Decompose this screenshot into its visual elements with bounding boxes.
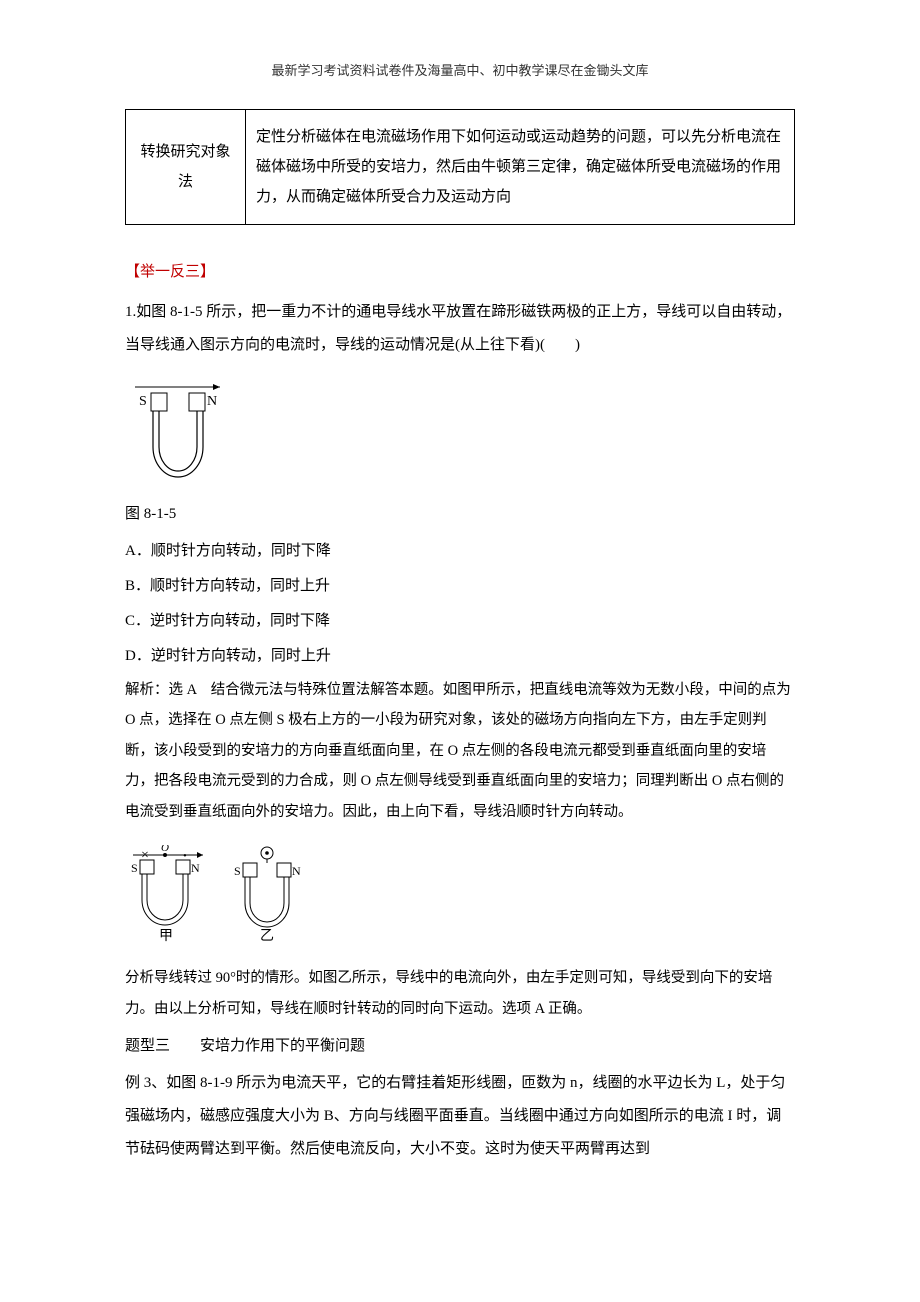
svg-text:•: • [183,850,187,862]
method-table: 转换研究对象法 定性分析磁体在电流磁场作用下如何运动或运动趋势的问题，可以先分析… [125,109,795,225]
svg-text:甲: 甲 [159,929,173,944]
svg-text:N: N [191,861,200,875]
explanation-part-2: 分析导线转过 90°时的情形。如图乙所示，导线中的电流向外，由左手定则可知，导线… [125,963,795,1024]
svg-text:S: S [131,861,138,875]
svg-text:×: × [141,848,149,863]
figure-8-1-5: S N [125,377,795,487]
option-c: C．逆时针方向转动，同时下降 [125,605,795,638]
svg-text:S: S [234,864,241,878]
label-s: S [139,394,147,409]
figure-yi: S N 乙 [224,845,319,945]
section-title-1: 【举一反三】 [125,260,795,281]
explanation-figures: O S N × • 甲 S N 乙 [125,845,795,945]
svg-text:N: N [292,864,301,878]
options-list: A．顺时针方向转动，同时下降 B．顺时针方向转动，同时上升 C．逆时针方向转动，… [125,535,795,673]
option-b: B．顺时针方向转动，同时上升 [125,570,795,603]
table-left-cell: 转换研究对象法 [126,110,246,225]
svg-text:乙: 乙 [260,928,274,944]
figure-jia: O S N × • 甲 [125,845,220,945]
page-header: 最新学习考试资料试卷件及海量高中、初中教学课尽在金锄头文库 [125,60,795,79]
table-right-cell: 定性分析磁体在电流磁场作用下如何运动或运动趋势的问题，可以先分析电流在磁体磁场中… [246,110,795,225]
question-1-text: 1.如图 8-1-5 所示，把一重力不计的通电导线水平放置在蹄形磁铁两极的正上方… [125,296,795,362]
topic-3-title: 题型三 安培力作用下的平衡问题 [125,1034,795,1055]
label-n: N [207,394,217,409]
option-d: D．逆时针方向转动，同时上升 [125,640,795,673]
option-a: A．顺时针方向转动，同时下降 [125,535,795,568]
explanation-part-1: 解析：选 A 结合微元法与特殊位置法解答本题。如图甲所示，把直线电流等效为无数小… [125,675,795,827]
svg-text:O: O [161,845,169,854]
question-3-text: 例 3、如图 8-1-9 所示为电流天平，它的右臂挂着矩形线圈，匝数为 n，线圈… [125,1067,795,1166]
figure-8-1-5-caption: 图 8-1-5 [125,502,795,523]
